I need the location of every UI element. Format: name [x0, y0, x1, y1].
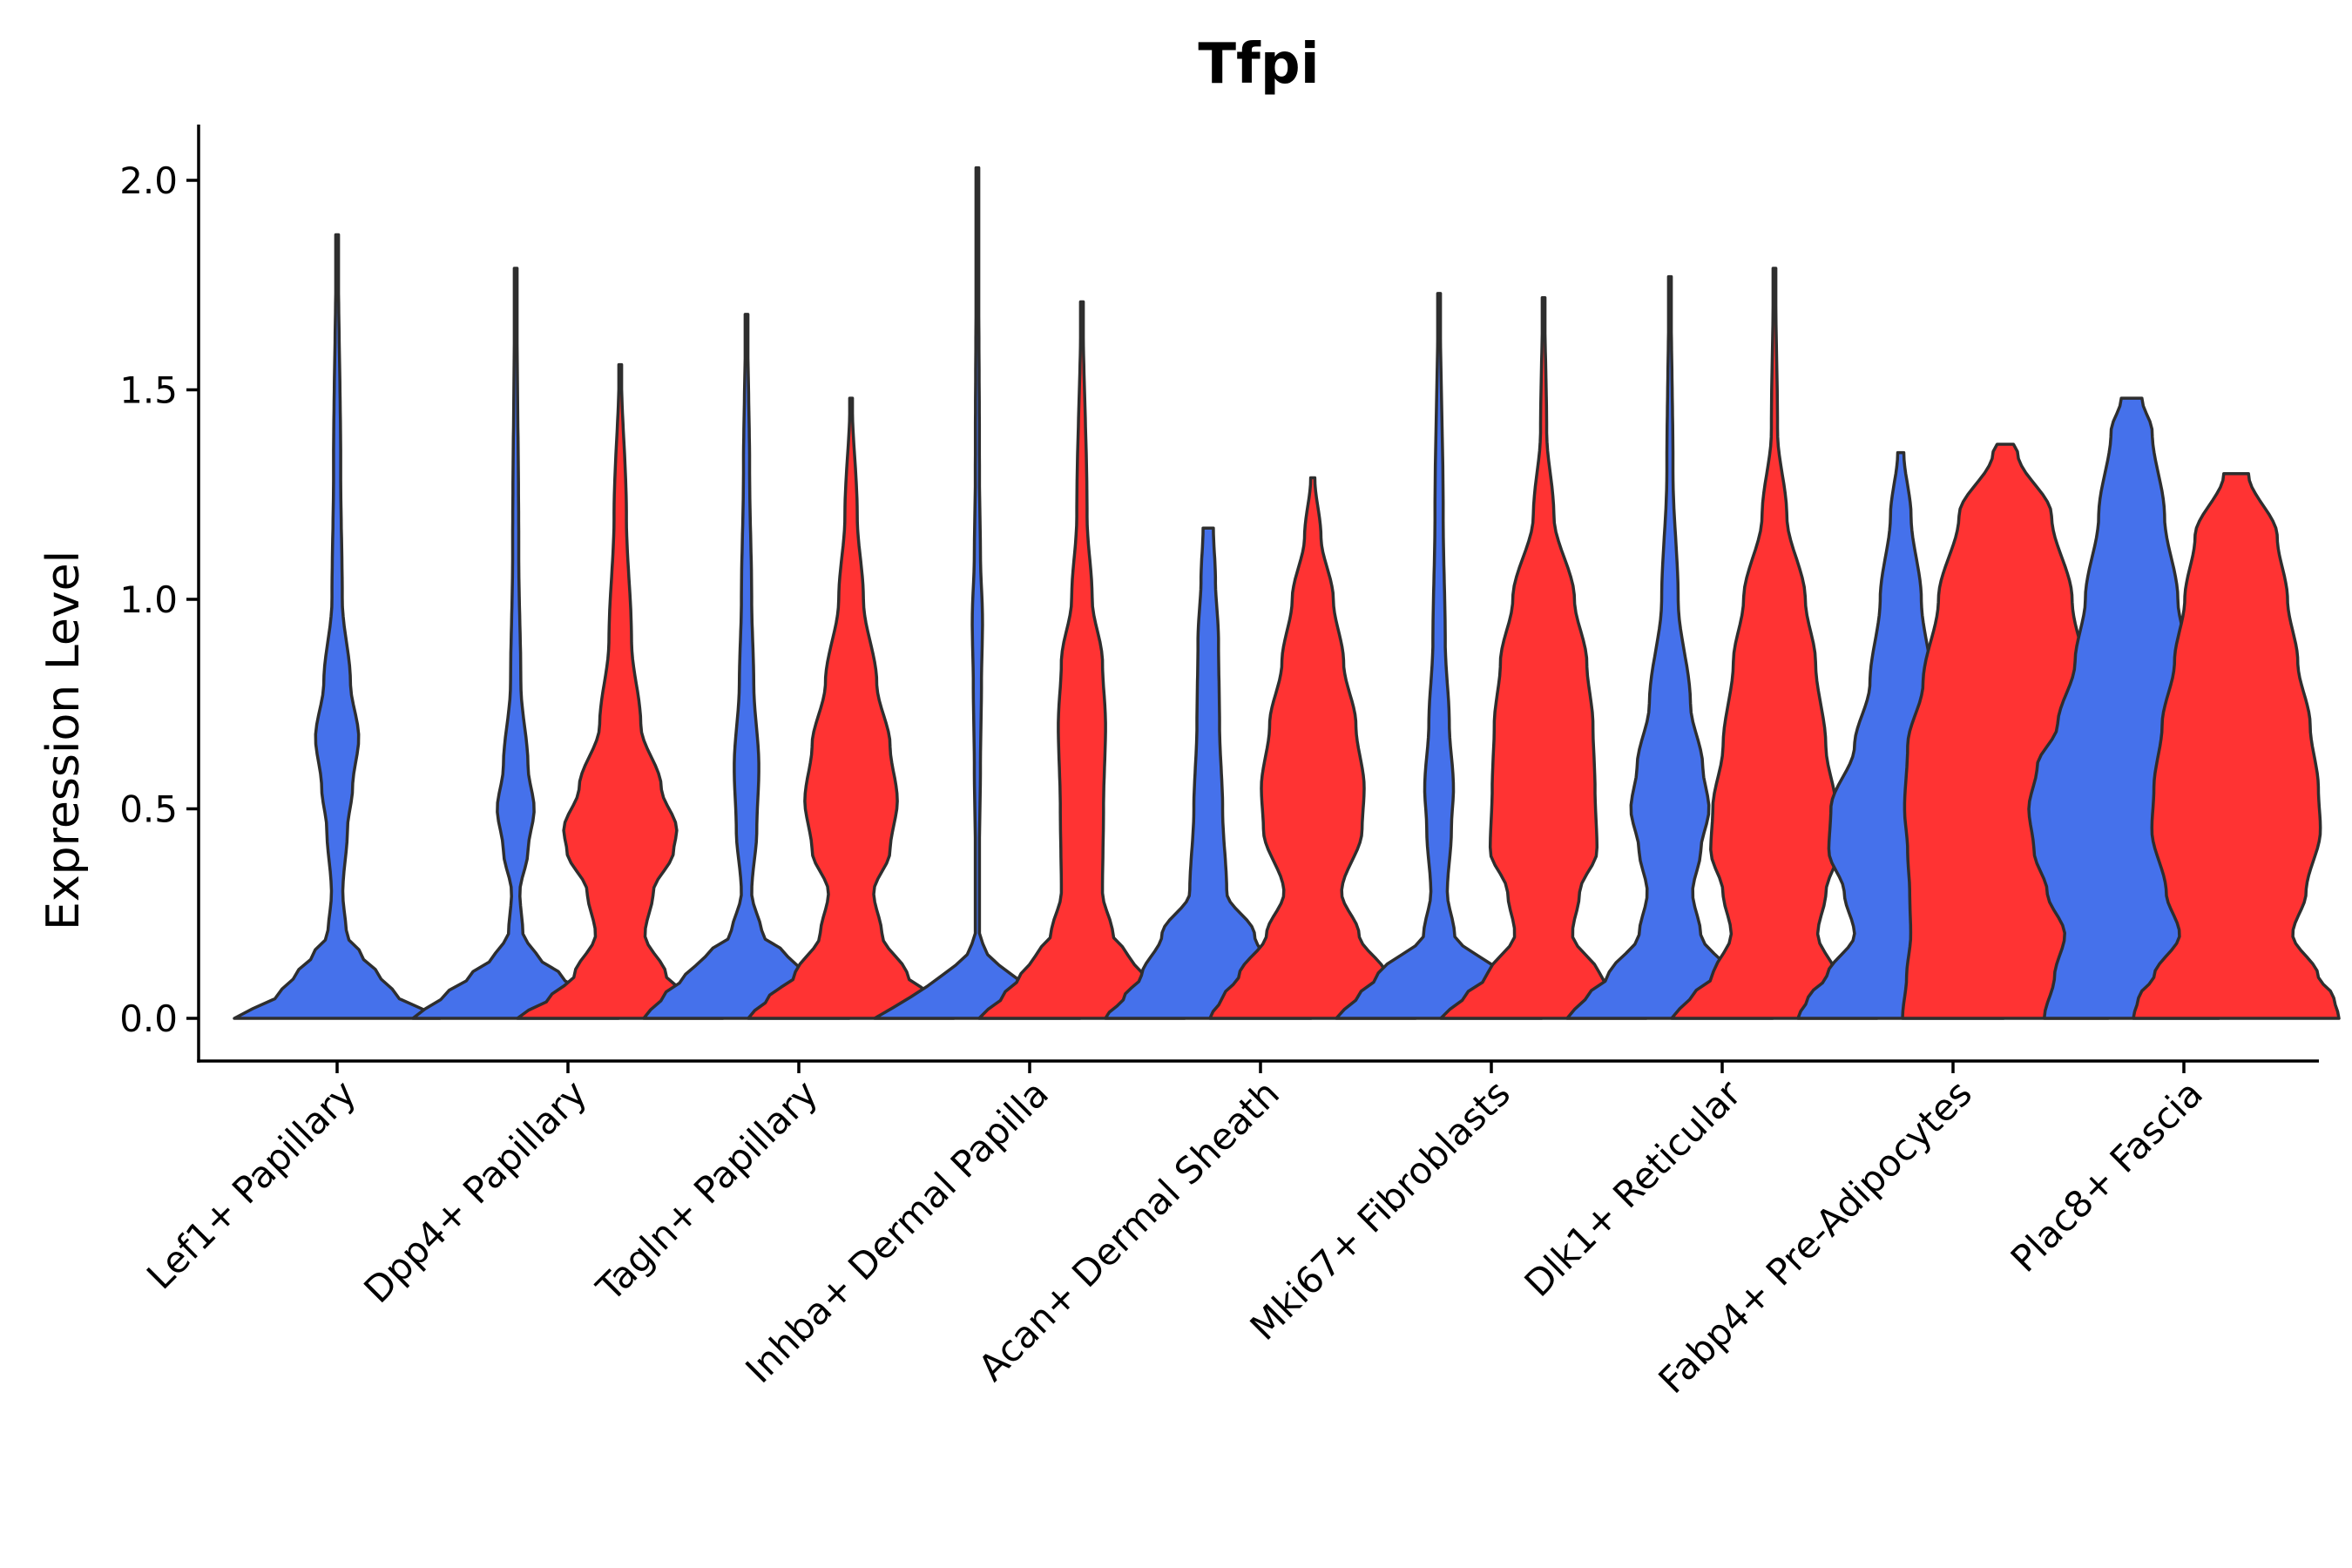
- violin-tagln-papillary-blue: [642, 313, 851, 1020]
- y-tick-label: 2.0: [119, 159, 178, 202]
- x-tick-label: Dlk1+ Reticular: [1517, 1071, 1750, 1305]
- y-tick-label: 0.0: [119, 997, 178, 1040]
- violin-plac8-fascia-red: [2132, 471, 2341, 1020]
- x-tick-label: Mki67+ Fibroblasts: [1242, 1071, 1518, 1348]
- violin-inhba-dermal-papilla-red: [977, 300, 1186, 1020]
- violin-lef1-papillary-blue: [233, 233, 442, 1020]
- violin-dpp4-papillary-blue: [411, 267, 620, 1020]
- x-tick-label: Tagln+ Papillary: [588, 1071, 826, 1309]
- y-axis-label: Expression Level: [37, 551, 90, 930]
- x-tick-label: Lef1+ Papillary: [139, 1071, 364, 1297]
- violin-acan-dermal-sheath-blue: [1104, 526, 1313, 1020]
- violin-dpp4-papillary-red: [516, 362, 725, 1020]
- violin-dlk1-reticular-red: [1670, 267, 1879, 1020]
- violin-layer: [233, 166, 2341, 1020]
- violin-mki67-fibroblasts-blue: [1335, 292, 1544, 1020]
- violin-inhba-dermal-papilla-blue: [873, 166, 1082, 1020]
- violin-mki67-fibroblasts-red: [1439, 295, 1648, 1020]
- y-tick-label: 1.5: [119, 369, 178, 412]
- x-tick-label: Dpp4+ Papillary: [355, 1071, 595, 1311]
- violin-acan-dermal-sheath-red: [1208, 476, 1417, 1020]
- x-tick-label: Plac8+ Fascia: [2003, 1071, 2211, 1280]
- y-tick-label: 1.0: [119, 578, 178, 621]
- chart-title: Tfpi: [1198, 32, 1319, 97]
- violin-tagln-papillary-red: [747, 396, 956, 1020]
- violin-dlk1-reticular-blue: [1565, 274, 1774, 1020]
- y-tick-label: 0.5: [119, 788, 178, 831]
